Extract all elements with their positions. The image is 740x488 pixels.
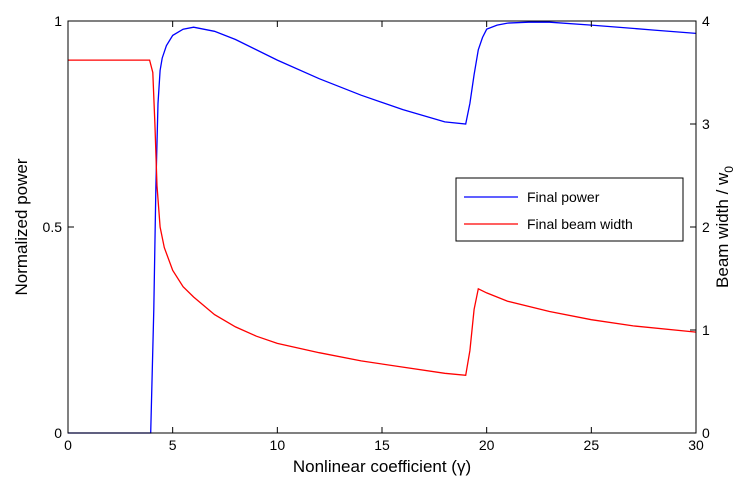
x-tick-label: 10 (270, 437, 286, 453)
y-axis-label-right-subscript: 0 (722, 166, 736, 173)
y-tick-label-right: 4 (702, 13, 710, 29)
y-tick-label-left: 0 (54, 425, 62, 441)
y-axis-label-right-main: Beam width / w (713, 172, 732, 288)
y-tick-label-left: 0.5 (43, 219, 63, 235)
x-tick-label: 20 (479, 437, 495, 453)
y-tick-label-left: 1 (54, 13, 62, 29)
x-tick-label: 0 (64, 437, 72, 453)
y-tick-label-right: 2 (702, 219, 710, 235)
legend-label-final-beam-width: Final beam width (527, 216, 633, 232)
y-axis-label-left: Normalized power (12, 158, 31, 295)
y-axis-label-right: Beam width / w0 (713, 166, 736, 288)
legend: Final power Final beam width (456, 178, 683, 241)
y-tick-label-right: 0 (702, 425, 710, 441)
x-tick-label: 25 (584, 437, 600, 453)
x-tick-label: 5 (169, 437, 177, 453)
y-tick-label-right: 3 (702, 116, 710, 132)
legend-label-final-power: Final power (527, 189, 600, 205)
x-tick-label: 15 (374, 437, 390, 453)
y-tick-label-right: 1 (702, 322, 710, 338)
x-axis-label: Nonlinear coefficient (γ) (293, 457, 471, 476)
